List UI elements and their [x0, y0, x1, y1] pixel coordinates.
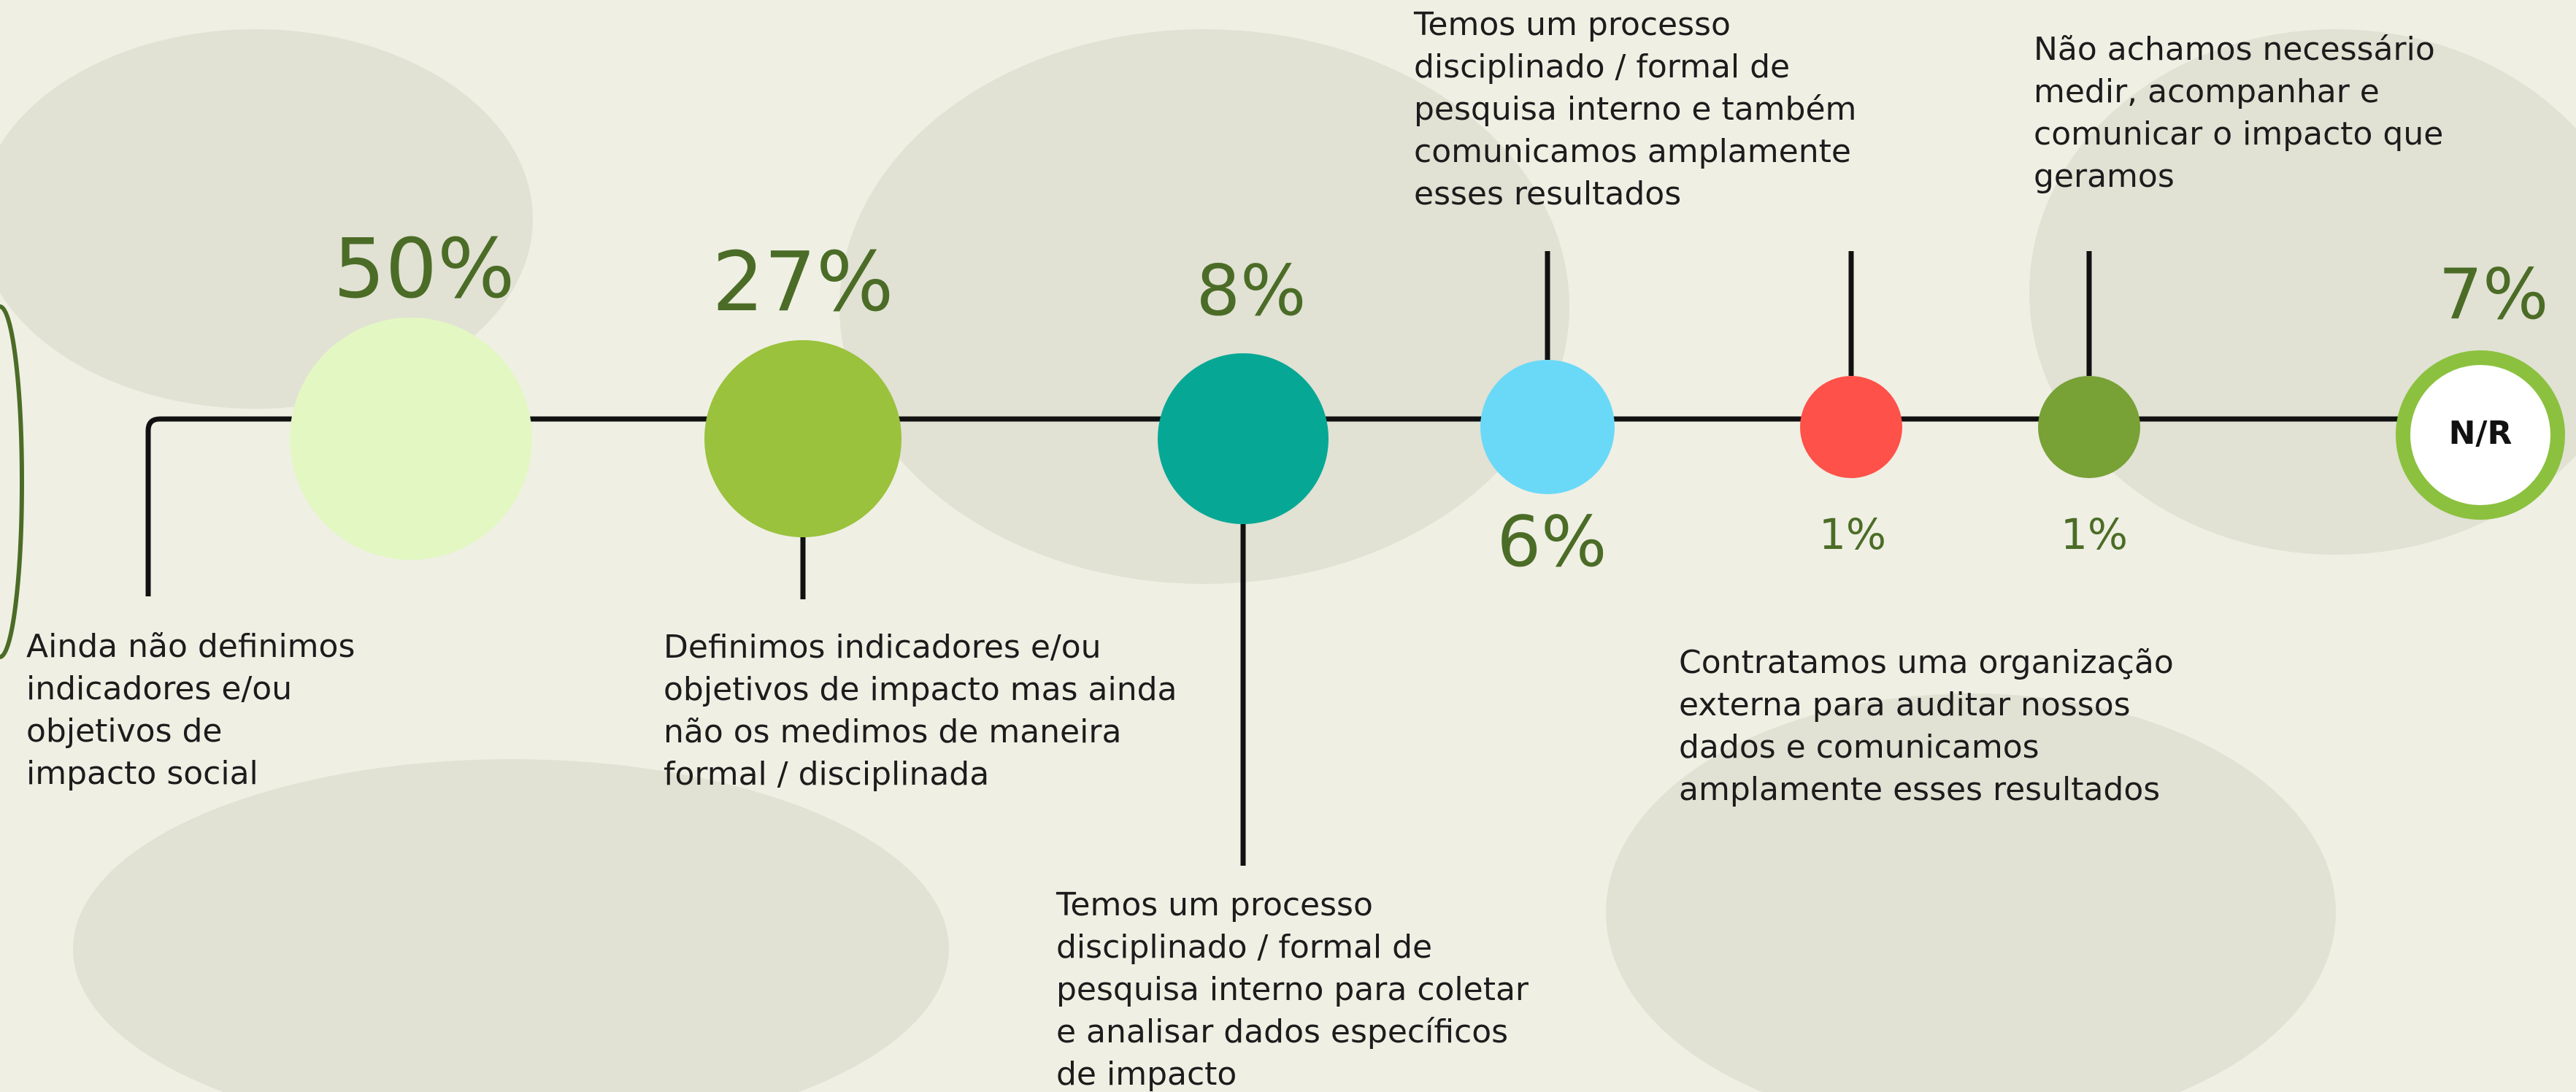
node-label-line: medir, acompanhar e — [2034, 73, 2380, 110]
node-label-line: dados e comunicamos — [1679, 728, 2039, 766]
node-label-line: geramos — [2034, 158, 2175, 195]
node-badge: N/R — [2449, 415, 2512, 452]
node-label-line: Definimos indicadores e/ou — [664, 628, 1101, 666]
node-label-line: comunicamos amplamente — [1414, 133, 1851, 170]
node-circle — [1800, 376, 1902, 478]
percent-label: 6% — [1497, 502, 1607, 582]
percent-label: 27% — [712, 235, 894, 330]
node-circle — [704, 340, 901, 537]
node-circle — [290, 318, 532, 560]
node-label-line: Temos um processo — [1413, 6, 1731, 43]
node-circle — [1480, 360, 1615, 494]
timeline — [145, 416, 2414, 596]
node-label-line: Não achamos necessário — [2034, 31, 2435, 68]
node-label-line: e analisar dados específicos — [1056, 1013, 1508, 1050]
node-circle — [2396, 350, 2565, 520]
node-label-line: Contratamos uma organização — [1679, 644, 2174, 681]
node-label-line: impacto social — [26, 755, 258, 792]
node-label-line: pesquisa interno para coletar — [1056, 971, 1529, 1008]
percent-label: 1% — [1819, 510, 1886, 559]
percent-label: 50% — [334, 222, 515, 317]
node-label-line: comunicar o impacto que — [2034, 115, 2443, 153]
node-label-line: Temos um processo — [1056, 886, 1373, 923]
percent-label: 8% — [1196, 251, 1307, 331]
node-label-line: pesquisa interno e também — [1414, 91, 1856, 128]
node-label-line: indicadores e/ou — [26, 670, 292, 707]
node-label-line: de impacto — [1056, 1056, 1237, 1092]
node-label-line: externa para auditar nossos — [1679, 686, 2131, 723]
node-label-line: disciplinado / formal de — [1414, 48, 1790, 85]
node-label-line: objetivos de impacto mas ainda — [664, 671, 1177, 708]
node-label-line: disciplinado / formal de — [1056, 928, 1432, 966]
node-circle — [2038, 376, 2140, 478]
background-foliage — [0, 29, 2576, 1092]
node-label-line: Ainda não definimos — [26, 628, 355, 665]
percent-label: 7% — [2439, 255, 2549, 335]
node-label-line: amplamente esses resultados — [1679, 771, 2160, 808]
node-label-line: não os medimos de maneira — [664, 713, 1121, 750]
node-circle — [1158, 353, 1329, 524]
node-label-line: esses resultados — [1414, 175, 1681, 212]
node-label-line: objetivos de — [26, 712, 223, 750]
edge-arc — [0, 304, 24, 659]
percent-label: 1% — [2061, 510, 2128, 559]
node-label-line: formal / disciplinada — [664, 755, 989, 793]
